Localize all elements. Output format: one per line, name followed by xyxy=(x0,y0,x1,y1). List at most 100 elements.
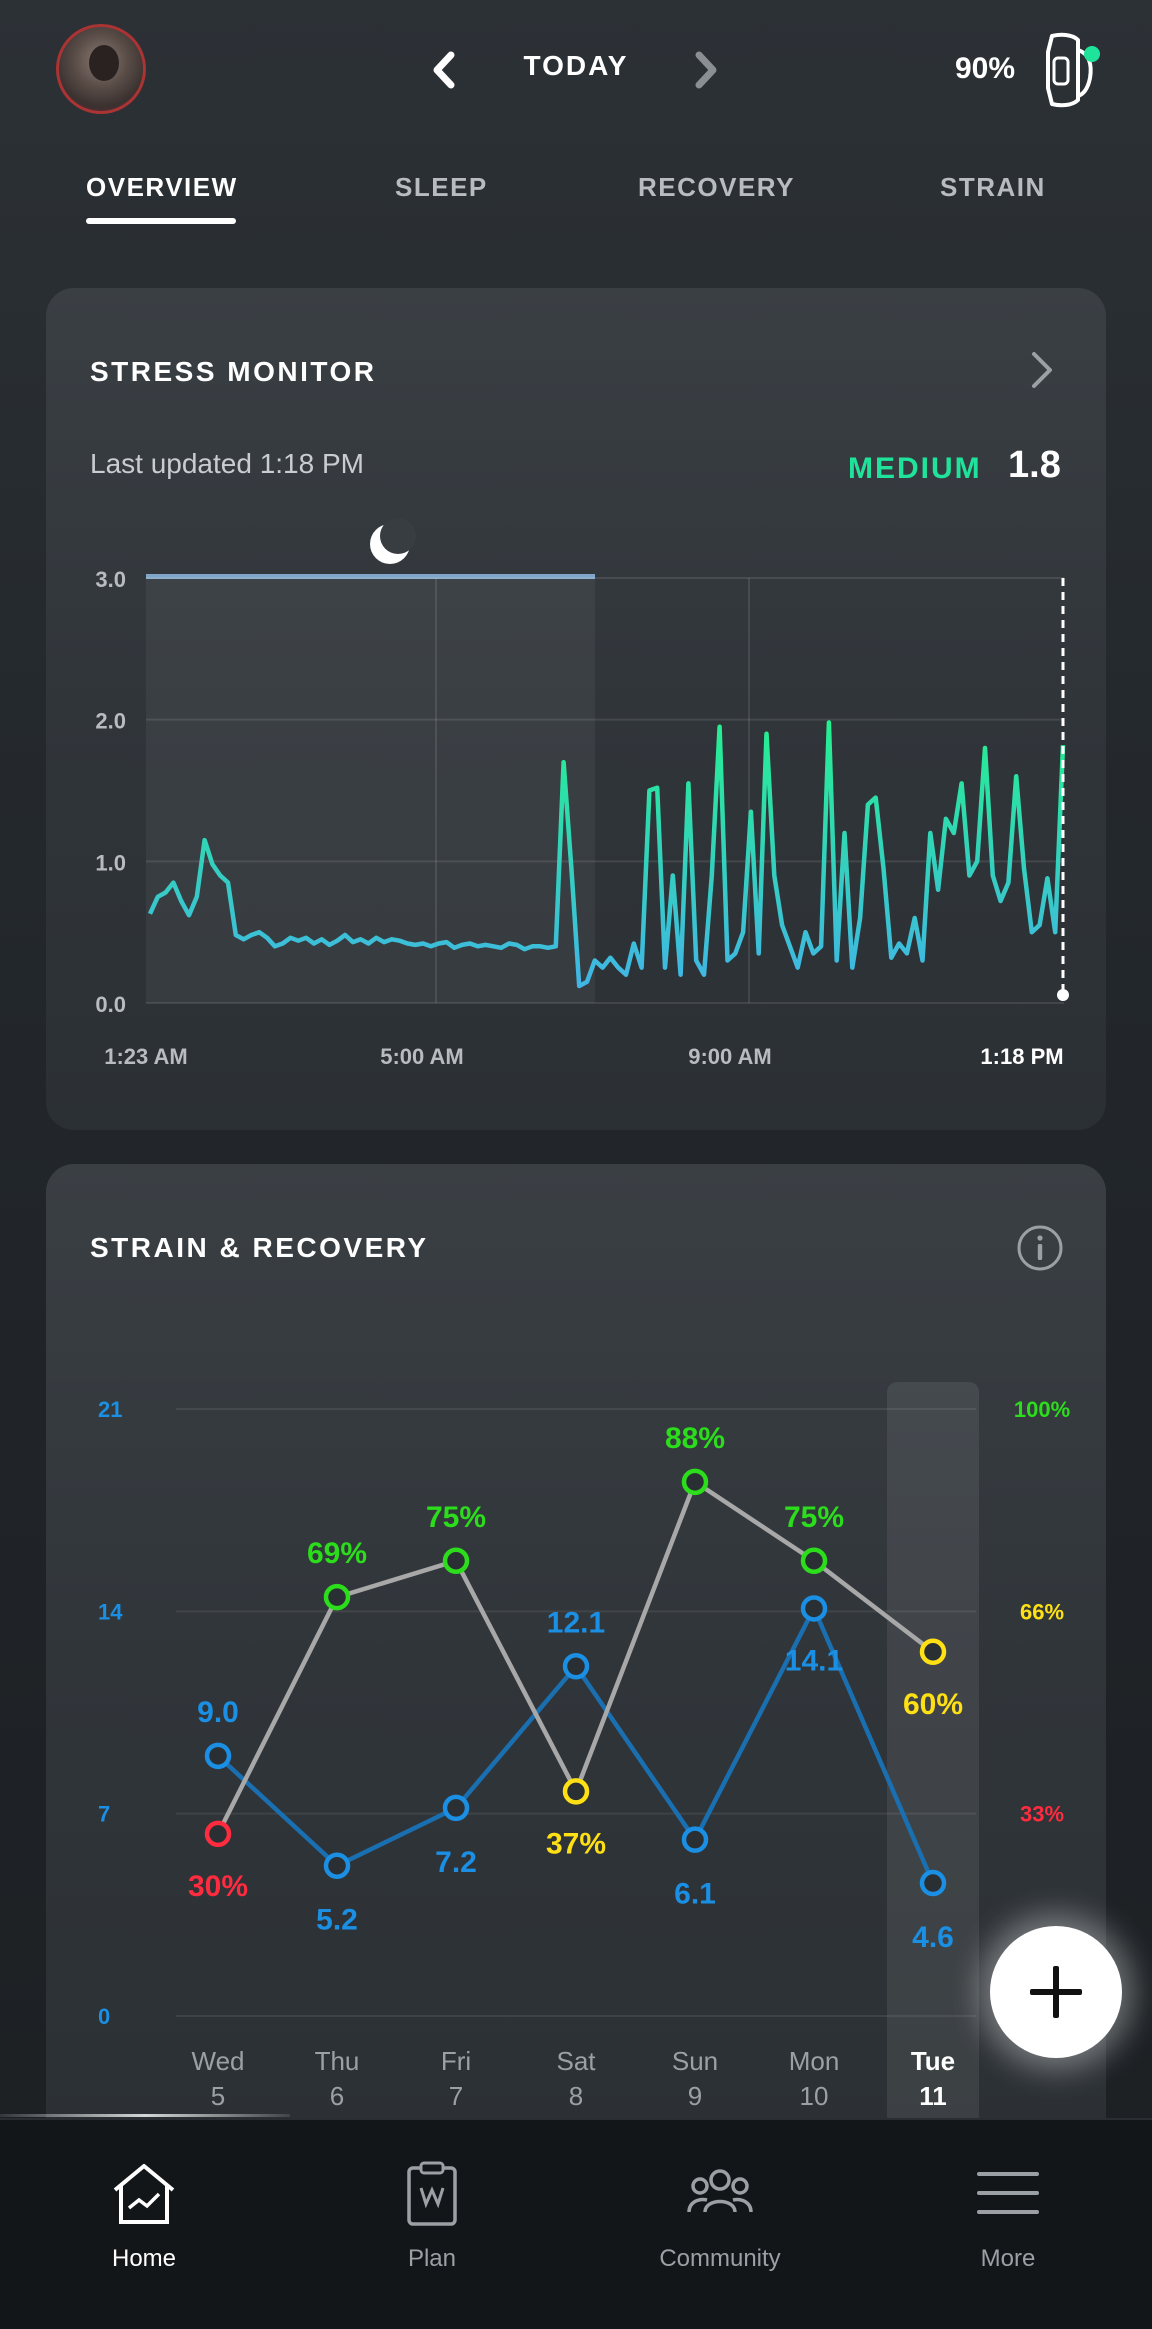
current-time-dot xyxy=(1057,989,1069,1001)
previous-day-button[interactable] xyxy=(418,44,470,96)
day-number-label: 5 xyxy=(211,2081,225,2111)
tab-sleep[interactable]: SLEEP xyxy=(395,172,488,202)
stress-value: 1.8 xyxy=(1008,444,1061,486)
strain-value-label: 12.1 xyxy=(547,1606,605,1639)
chevron-right-icon xyxy=(695,51,717,89)
day-name-label: Thu xyxy=(315,2046,360,2076)
strain-value-label: 6.1 xyxy=(674,1878,716,1911)
strain-axis-tick-label: 21 xyxy=(98,1397,122,1422)
stress-x-tick-label: 1:18 PM xyxy=(980,1044,1063,1069)
add-activity-button[interactable] xyxy=(990,1926,1122,2058)
tab-recovery[interactable]: RECOVERY xyxy=(638,172,795,202)
nav-community-label: Community xyxy=(659,2245,781,2272)
strain-point xyxy=(800,1595,828,1622)
stress-monitor-card[interactable]: STRESS MONITOR Last updated 1:18 PM MEDI… xyxy=(46,288,1106,1130)
battery-level: 90% xyxy=(955,52,1016,85)
day-name-label: Sat xyxy=(556,2046,596,2076)
menu-icon xyxy=(977,2172,1039,2214)
nav-indicator xyxy=(0,2114,290,2117)
moon-icon xyxy=(370,518,416,564)
day-number-label: 8 xyxy=(569,2081,583,2111)
tab-strain[interactable]: STRAIN xyxy=(940,172,1046,202)
day-number-label: 11 xyxy=(919,2081,947,2111)
recovery-value-label: 69% xyxy=(307,1537,367,1570)
sleep-band-top-line xyxy=(146,574,595,579)
plan-icon xyxy=(407,2161,457,2226)
stress-x-tick-label: 5:00 AM xyxy=(380,1044,464,1069)
nav-plan-label: Plan xyxy=(407,2245,457,2272)
day-name-label: Sun xyxy=(672,2046,718,2076)
strain-axis-tick-label: 0 xyxy=(98,2004,110,2029)
recovery-axis-tick-label: 33% xyxy=(1020,1802,1064,1827)
active-tab-indicator xyxy=(86,218,236,224)
stress-level-label: MEDIUM xyxy=(848,452,982,485)
bottom-navigation xyxy=(0,2118,1152,2329)
strain-point xyxy=(681,1826,709,1853)
day-number-label: 7 xyxy=(449,2081,463,2111)
stress-monitor-title: STRESS MONITOR xyxy=(90,356,377,387)
strain-recovery-card[interactable]: STRAIN & RECOVERY 21 14 7 0 100% 66% 33% 9.0 5.2… xyxy=(46,1164,1106,2164)
day-number-label: 10 xyxy=(800,2081,829,2111)
day-name-label: Fri xyxy=(441,2046,471,2076)
nav-more-label: More xyxy=(980,2245,1036,2272)
recovery-value-label: 30% xyxy=(188,1870,248,1903)
recovery-axis-tick-label: 66% xyxy=(1020,1599,1064,1624)
info-button[interactable] xyxy=(1016,1224,1064,1277)
profile-avatar[interactable] xyxy=(56,24,146,114)
strain-recovery-chart: 21 14 7 0 100% 66% 33% 9.0 5.2 7.2 12.1 6.1 14.1 4.6 3… xyxy=(98,1382,1070,2164)
day-name-label: Tue xyxy=(911,2046,955,2076)
recovery-value-label: 60% xyxy=(903,1688,963,1721)
day-number-label: 6 xyxy=(330,2081,344,2111)
tab-overview[interactable]: OVERVIEW xyxy=(86,172,238,202)
strain-value-label: 7.2 xyxy=(435,1846,477,1879)
selected-day-highlight xyxy=(887,1382,979,2164)
strap-device-icon[interactable] xyxy=(1038,30,1100,110)
stress-line xyxy=(147,720,1066,989)
strain-axis-tick-label: 14 xyxy=(98,1599,123,1624)
recovery-value-label: 37% xyxy=(546,1827,606,1860)
next-day-button[interactable] xyxy=(680,44,732,96)
recovery-axis-tick-label: 100% xyxy=(1014,1397,1070,1422)
strain-value-label: 5.2 xyxy=(316,1904,358,1937)
recovery-point xyxy=(800,1547,828,1574)
nav-more[interactable]: More xyxy=(908,2160,1108,2273)
community-icon xyxy=(687,2169,753,2213)
strain-value-label: 9.0 xyxy=(197,1696,239,1729)
last-updated-text: Last updated 1:18 PM xyxy=(90,448,364,479)
strain-point xyxy=(442,1794,470,1822)
recovery-point xyxy=(681,1468,709,1496)
strain-value-label: 14.1 xyxy=(785,1644,843,1677)
recovery-value-label: 75% xyxy=(426,1501,486,1534)
stress-y-tick-label: 1.0 xyxy=(95,850,126,875)
day-name-label: Wed xyxy=(192,2046,245,2076)
nav-community[interactable]: Community xyxy=(620,2160,820,2273)
moon-cutout xyxy=(380,518,416,554)
stress-x-tick-label: 9:00 AM xyxy=(688,1044,772,1069)
recovery-value-label: 88% xyxy=(665,1422,725,1455)
date-title[interactable]: TODAY xyxy=(523,50,629,81)
day-number-label: 9 xyxy=(688,2081,702,2111)
nav-home[interactable]: Home xyxy=(44,2160,244,2273)
stress-x-tick-label: 1:23 AM xyxy=(104,1044,188,1069)
stress-monitor-open-button[interactable] xyxy=(1026,350,1056,395)
stress-chart: 3.0 2.0 1.0 0.0 1:23 AM 5:00 AM 9:00 AM 1:18 PM xyxy=(95,518,1069,1069)
strain-point xyxy=(562,1653,590,1680)
strain-point xyxy=(919,1869,947,1897)
stress-y-tick-label: 3.0 xyxy=(95,567,126,592)
sleep-band xyxy=(146,578,595,1003)
strain-point xyxy=(323,1852,351,1879)
strain-recovery-title: STRAIN & RECOVERY xyxy=(90,1232,429,1263)
nav-plan[interactable]: Plan xyxy=(332,2160,532,2273)
strain-value-label: 4.6 xyxy=(912,1921,954,1954)
plus-icon xyxy=(1030,1966,1082,2018)
chevron-left-icon xyxy=(433,51,455,89)
recovery-point xyxy=(323,1583,351,1611)
strain-axis-tick-label: 7 xyxy=(98,1802,110,1827)
day-name-label: Mon xyxy=(789,2046,840,2076)
recovery-value-label: 75% xyxy=(784,1501,844,1534)
stress-y-tick-label: 2.0 xyxy=(95,709,126,734)
recovery-point xyxy=(204,1820,232,1848)
recovery-point xyxy=(442,1547,470,1574)
stress-y-tick-label: 0.0 xyxy=(95,992,126,1017)
strain-point xyxy=(204,1742,232,1770)
